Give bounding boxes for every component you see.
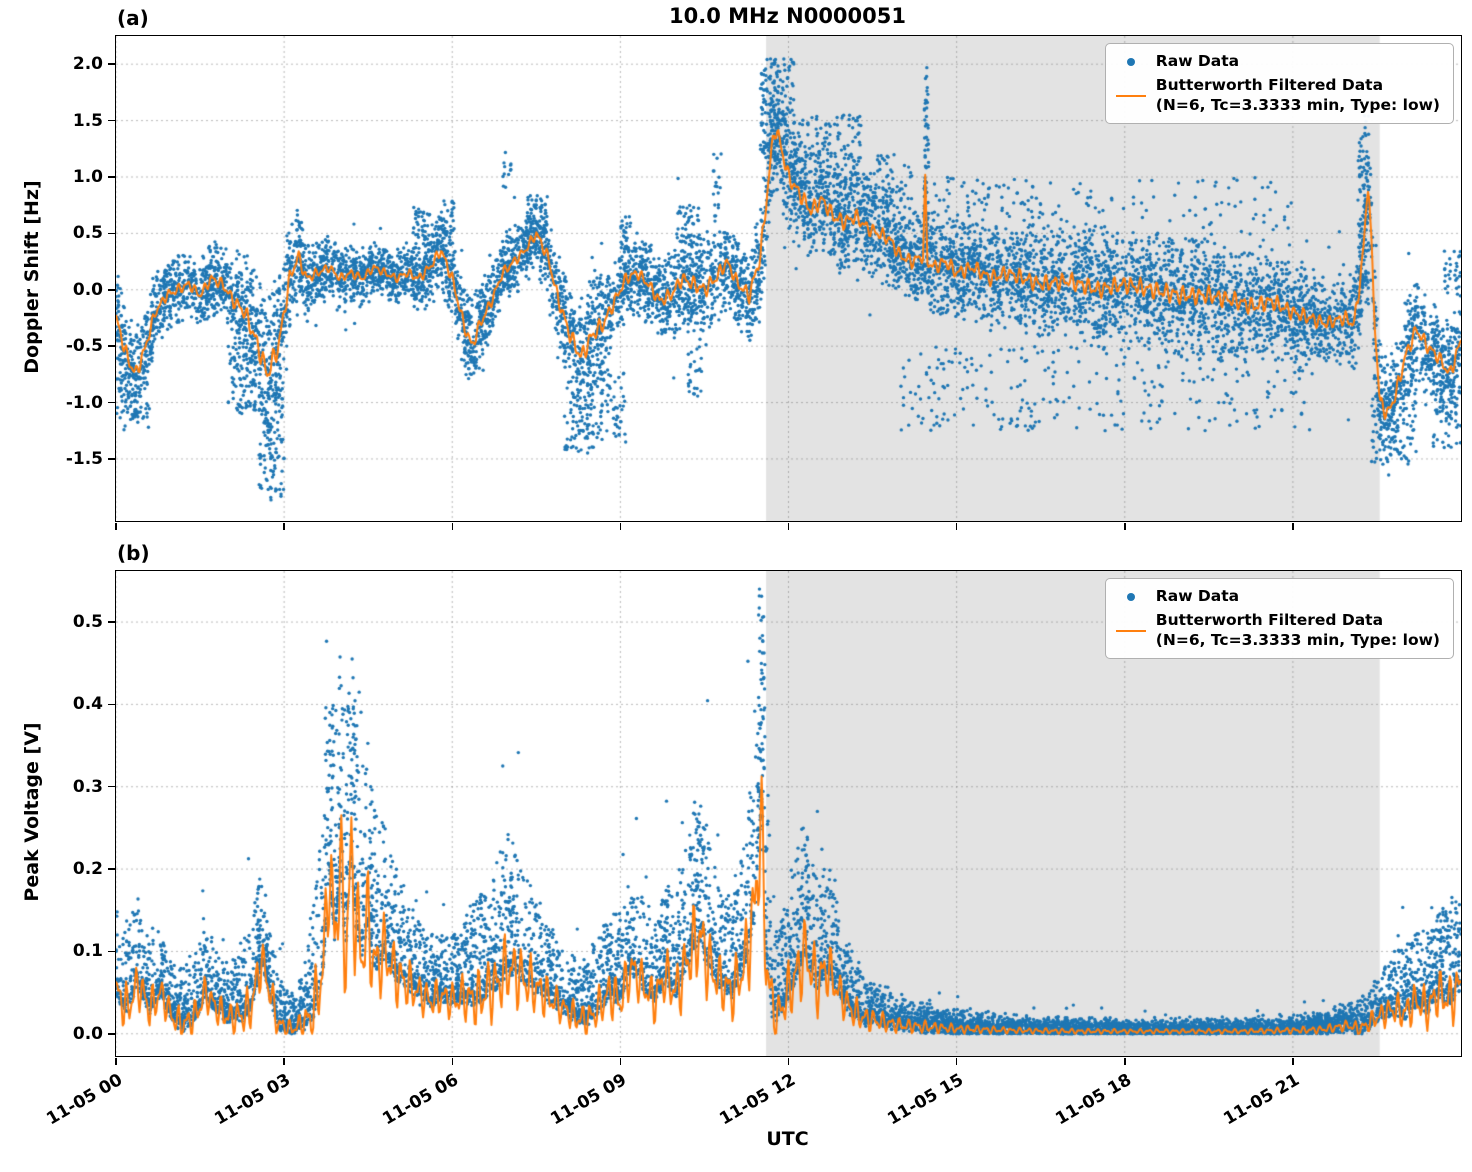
y-tick-label: 1.0 (72, 166, 103, 187)
doppler-shift-plot: Raw Data Butterworth Filtered Data (N=6,… (66, 35, 1462, 530)
y-tick-mark (107, 868, 115, 870)
legend-panel-b: Raw Data Butterworth Filtered Data (N=6,… (1104, 578, 1454, 660)
y-tick-mark (107, 119, 115, 122)
y-tick-label: 1.5 (72, 110, 103, 131)
y-tick-label: 0.4 (72, 694, 103, 715)
y-tick-mark (107, 232, 115, 235)
y-tick-label: 0.0 (72, 279, 103, 300)
raw-data-marker (1126, 592, 1135, 601)
legend-panel-a: Raw Data Butterworth Filtered Data (N=6,… (1104, 43, 1454, 125)
y-tick-label: 0.0 (72, 1023, 103, 1044)
x-tick-mark (787, 1057, 790, 1065)
panel-a-label: (a) (117, 6, 149, 30)
y-tick-mark (107, 289, 115, 291)
filtered-line-marker (1115, 629, 1146, 632)
x-tick-label: 11-05 03 (211, 1070, 295, 1130)
legend-item-raw: Raw Data (1116, 52, 1440, 71)
x-tick-label: 11-05 12 (715, 1070, 799, 1130)
x-tick-mark (619, 522, 622, 530)
x-tick-mark (115, 1057, 117, 1065)
y-tick-mark (107, 458, 115, 460)
y-axis-label-voltage: Peak Voltage [V] (21, 722, 43, 902)
y-tick-label: 0.3 (72, 776, 103, 797)
x-tick-mark (115, 522, 117, 530)
x-tick-mark (619, 1057, 622, 1065)
filtered-line-marker (1115, 94, 1146, 97)
y-tick-label: 0.5 (72, 223, 103, 244)
x-tick-mark (283, 522, 285, 530)
y-axis-label-doppler: Doppler Shift [Hz] (21, 180, 43, 374)
y-tick-label: 0.5 (72, 612, 103, 633)
x-tick-label: 11-05 21 (1220, 1070, 1303, 1130)
legend-label-filtered-line2: (N=6, Tc=3.3333 min, Type: low) (1155, 95, 1440, 114)
y-tick-mark (107, 176, 115, 178)
y-tick-mark (107, 1033, 115, 1035)
x-axis-label: UTC (766, 1128, 809, 1150)
y-tick-mark (107, 785, 115, 788)
x-tick-mark (451, 1057, 453, 1065)
y-tick-mark (107, 401, 115, 404)
y-tick-label: -1.0 (65, 392, 103, 413)
y-tick-label: 0.2 (72, 859, 103, 880)
y-tick-label: 0.1 (72, 941, 103, 962)
legend-item-filtered: Butterworth Filtered Data (N=6, Tc=3.333… (1115, 611, 1440, 650)
y-tick-label: 2.0 (72, 54, 103, 75)
x-tick-label: 11-05 06 (379, 1070, 463, 1130)
legend-label-filtered-line2: (N=6, Tc=3.3333 min, Type: low) (1155, 630, 1440, 649)
legend-label-filtered-line1: Butterworth Filtered Data (1155, 76, 1384, 95)
legend-label-raw: Raw Data (1155, 52, 1240, 70)
x-tick-label: 11-05 09 (547, 1070, 631, 1130)
x-tick-mark (1292, 522, 1294, 530)
x-tick-label: 11-05 18 (1052, 1070, 1135, 1130)
x-tick-label: 11-05 00 (43, 1070, 126, 1130)
y-tick-mark (107, 950, 115, 953)
y-tick-mark (107, 345, 115, 347)
legend-label-raw: Raw Data (1155, 587, 1240, 605)
x-tick-mark (283, 1057, 285, 1065)
chart-title: 10.0 MHz N0000051 (669, 4, 906, 28)
peak-voltage-plot: Raw Data Butterworth Filtered Data (N=6,… (43, 570, 1462, 1129)
y-tick-label: -0.5 (65, 336, 103, 357)
x-tick-label: 11-05 15 (883, 1070, 967, 1130)
legend-label-filtered-line1: Butterworth Filtered Data (1155, 611, 1384, 630)
x-tick-mark (451, 522, 453, 530)
y-tick-mark (107, 63, 115, 65)
legend-item-raw: Raw Data (1116, 587, 1440, 606)
legend-item-filtered: Butterworth Filtered Data (N=6, Tc=3.333… (1115, 76, 1440, 115)
x-tick-mark (1292, 1057, 1294, 1065)
raw-data-marker (1126, 57, 1135, 66)
y-tick-label: -1.5 (65, 448, 103, 469)
x-tick-mark (1124, 522, 1126, 530)
x-tick-mark (1124, 1057, 1126, 1065)
y-tick-mark (107, 703, 115, 706)
x-tick-mark (955, 1057, 958, 1065)
panel-b-label: (b) (117, 541, 150, 565)
x-tick-mark (955, 522, 958, 530)
y-tick-mark (107, 621, 115, 623)
x-tick-mark (787, 522, 790, 530)
